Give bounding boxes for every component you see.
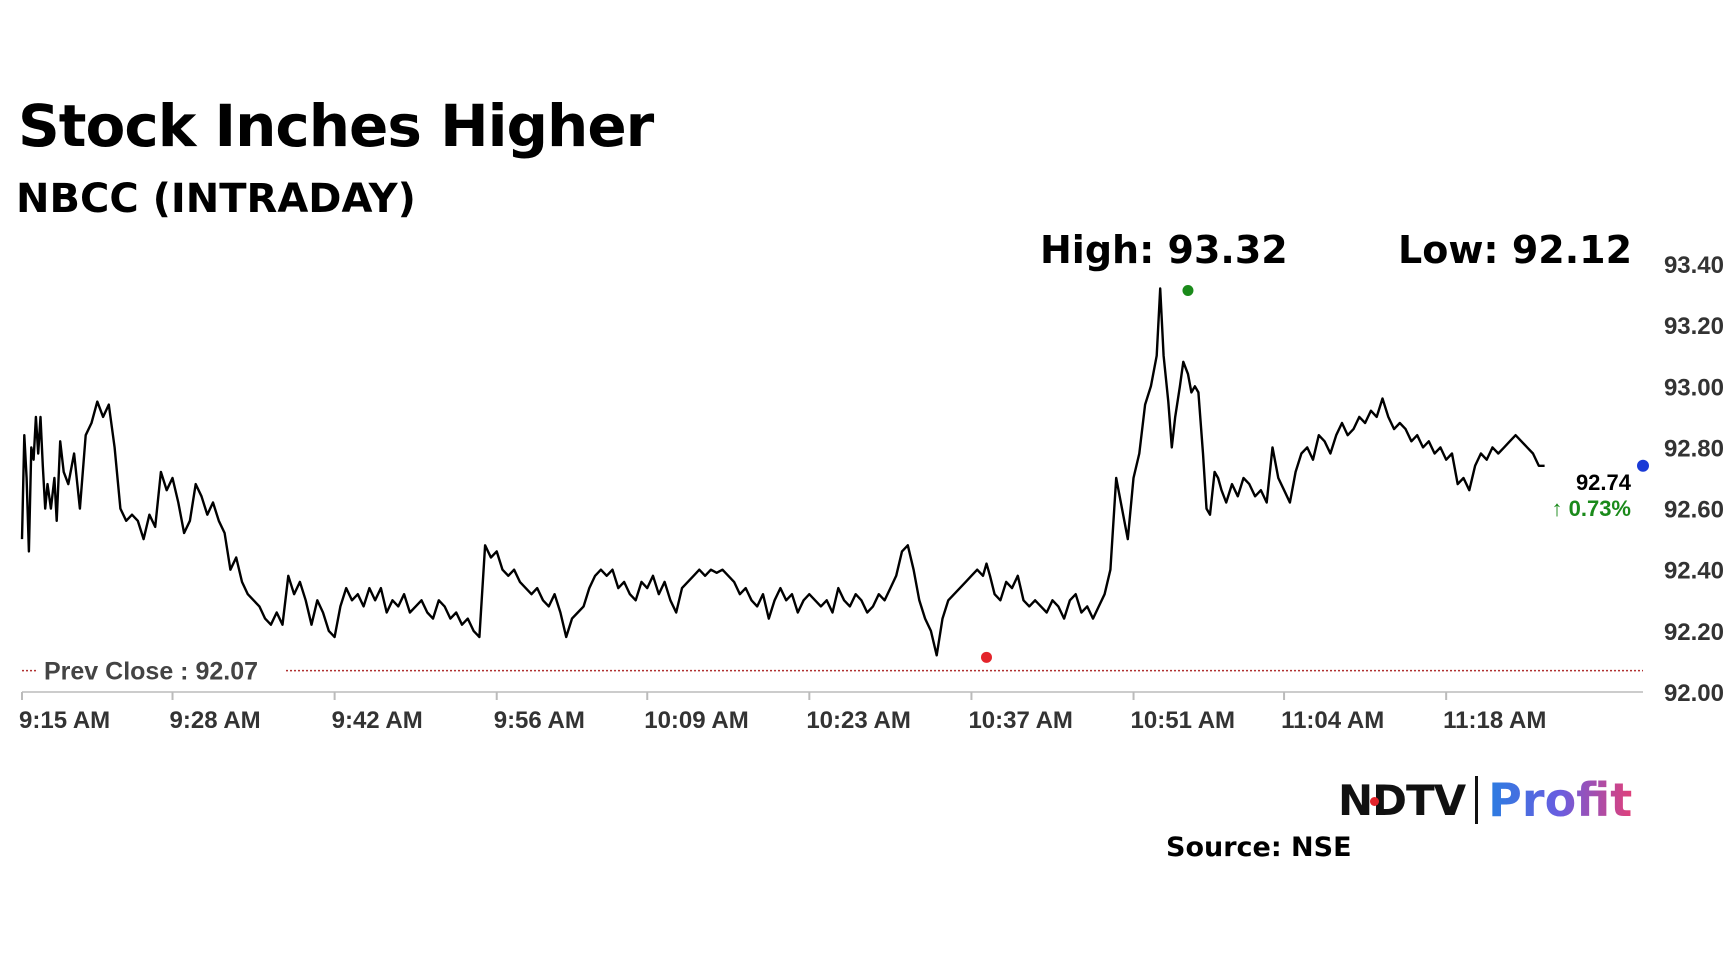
y-tick-label: 93.20 [1664, 313, 1724, 340]
y-tick-label: 92.80 [1664, 435, 1724, 462]
x-tick-label: 11:18 AM [1443, 707, 1546, 734]
x-tick-label: 10:09 AM [644, 707, 748, 734]
y-tick-label: 92.40 [1664, 558, 1724, 585]
last-price-value: 92.74 [1576, 470, 1632, 495]
x-tick-label: 9:56 AM [494, 707, 585, 734]
source-note: Source: NSE [1166, 832, 1352, 863]
logo-ndtv-text: NDTV [1338, 775, 1466, 825]
x-tick-label: 10:23 AM [806, 707, 910, 734]
x-tick-label: 10:51 AM [1131, 707, 1235, 734]
ndtv-profit-logo: NDTV Profit [1338, 772, 1632, 828]
markers-group: 92.74↑ 0.73% [980, 284, 1649, 663]
prev-close-label: Prev Close : 92.07 [44, 658, 258, 686]
y-tick-label: 93.00 [1664, 374, 1724, 401]
chart-subtitle: NBCC (INTRADAY) [16, 176, 416, 222]
x-tick-label: 9:28 AM [170, 707, 261, 734]
x-tick-label: 9:42 AM [332, 707, 423, 734]
high-marker [1182, 284, 1194, 296]
x-axis: 9:15 AM 9:28 AM 9:42 AM 9:56 AM 10:09 AM 10:2… [19, 691, 1643, 734]
y-tick-label: 92.60 [1664, 497, 1724, 524]
logo-separator [1475, 776, 1479, 824]
high-stat: High: 93.32 [1040, 228, 1288, 272]
y-tick-label: 92.00 [1664, 680, 1724, 707]
logo-red-dot [1370, 796, 1379, 806]
last-price-change: ↑ 0.73% [1552, 496, 1632, 521]
logo-profit-text: Profit [1488, 773, 1633, 827]
x-tick-label: 11:04 AM [1281, 707, 1384, 734]
chart-title: Stock Inches Higher [18, 92, 654, 160]
y-tick-label: 93.40 [1664, 252, 1724, 279]
y-tick-label: 92.20 [1664, 619, 1724, 646]
x-tick-label: 10:37 AM [968, 707, 1072, 734]
low-stat: Low: 92.12 [1398, 228, 1633, 272]
last-price-marker [1637, 459, 1649, 472]
x-tick-label: 9:15 AM [19, 707, 110, 734]
prev-close-group: Prev Close : 92.07 [22, 658, 1643, 686]
price-line [20, 287, 1545, 657]
series-group [20, 287, 1545, 657]
y-axis: 93.40 93.20 93.00 92.80 92.60 92.40 92.20 92.00 [1664, 252, 1724, 707]
low-marker [980, 651, 992, 663]
